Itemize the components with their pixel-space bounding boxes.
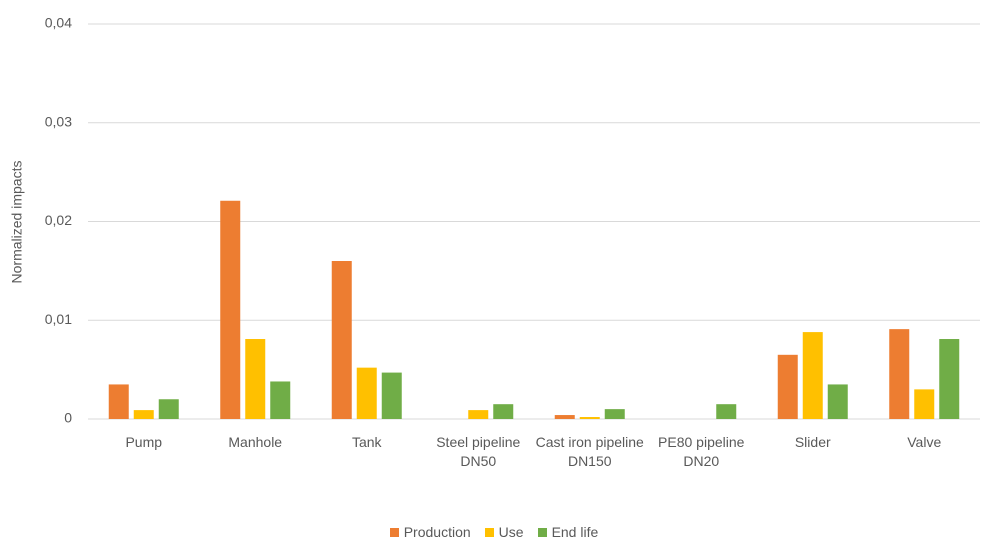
- x-tick-label: PE80 pipeline DN20: [658, 434, 745, 469]
- bar: [554, 415, 575, 419]
- bar: [777, 354, 798, 419]
- bar: [716, 404, 737, 419]
- x-tick-label: Cast iron pipeline DN150: [535, 434, 644, 469]
- bar: [133, 410, 154, 419]
- legend-label: Production: [403, 524, 471, 540]
- legend-swatch: [389, 527, 399, 537]
- y-axis-label: Normalized impacts: [9, 161, 25, 284]
- y-tick-label: 0,04: [45, 15, 72, 31]
- y-tick-label: 0,03: [45, 113, 72, 129]
- bar: [579, 417, 600, 419]
- bar: [468, 410, 489, 419]
- x-tick-label: Slider: [794, 434, 831, 450]
- bar: [331, 261, 352, 419]
- bar: [604, 409, 625, 419]
- x-tick-label: Steel pipeline DN50: [436, 434, 521, 469]
- legend-item: End life: [537, 524, 599, 540]
- bar: [493, 404, 514, 419]
- bar: [802, 332, 823, 419]
- y-tick-label: 0,01: [45, 311, 72, 327]
- y-tick-label: 0: [64, 410, 72, 426]
- x-tick-label: Tank: [351, 434, 382, 450]
- bar: [245, 339, 266, 419]
- legend-item: Production: [389, 524, 471, 540]
- x-tick-label: Manhole: [228, 434, 283, 450]
- bar: [889, 329, 910, 419]
- legend-swatch: [484, 527, 494, 537]
- legend-swatch: [537, 527, 547, 537]
- bar: [158, 399, 179, 419]
- bar: [220, 200, 241, 419]
- bar: [939, 339, 960, 419]
- x-tick-label: Pump: [125, 434, 163, 450]
- legend-label: Use: [498, 524, 524, 540]
- bar: [356, 367, 377, 419]
- bar: [270, 381, 291, 419]
- y-tick-label: 0,02: [45, 212, 72, 228]
- bar: [381, 372, 402, 419]
- x-tick-label: Valve: [907, 434, 942, 450]
- bar: [827, 384, 848, 419]
- bar: [108, 384, 129, 419]
- bar: [914, 389, 935, 419]
- legend-item: Use: [484, 524, 524, 540]
- legend: Production Use End life: [0, 524, 988, 540]
- legend-label: End life: [551, 524, 599, 540]
